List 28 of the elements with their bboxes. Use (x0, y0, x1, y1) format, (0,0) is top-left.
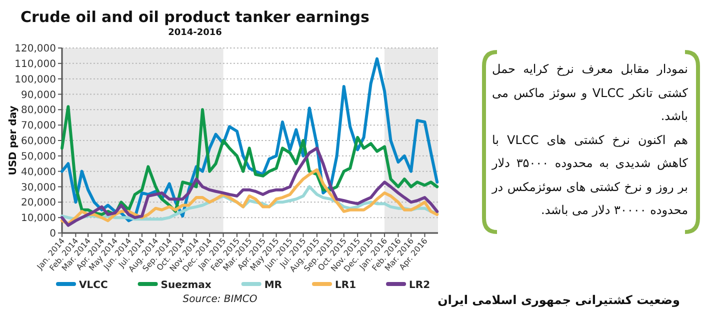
y-tick-label: 40,000 (21, 166, 56, 178)
source-note: Source: BIMCO (182, 294, 258, 305)
y-tick-label: 70,000 (21, 120, 56, 132)
legend-label: MR (264, 280, 282, 291)
text: نمودار مقابل معرف نرخ کرایه حمل کشتی تانکر VLCC و سوئز ماکس می باشد. (492, 61, 688, 125)
y-tick-label: 110,000 (14, 58, 56, 70)
legend-label: LR1 (335, 280, 356, 291)
chart-title: Crude oil and oil product tanker earnings (20, 8, 370, 26)
y-tick-label: 30,000 (21, 182, 56, 194)
chart-subtitle: 2014-2016 (168, 28, 222, 38)
legend-label: VLCC (79, 280, 108, 291)
legend-label: Suezmax (160, 280, 212, 291)
y-axis-title: USD per day (8, 105, 19, 176)
y-tick-label: 120,000 (14, 44, 56, 54)
y-tick-label: 0 (50, 228, 56, 240)
y-tick-label: 100,000 (14, 74, 56, 86)
y-tick-label: 10,000 (21, 213, 56, 224)
line-series (60, 146, 439, 227)
y-tick-label: 60,000 (21, 136, 56, 147)
y-tick-label: 50,000 (21, 151, 56, 162)
y-tick-label: 90,000 (21, 90, 56, 101)
line-series (60, 168, 439, 226)
line-series (60, 105, 439, 216)
y-tick-label: 20,000 (21, 198, 56, 209)
text: وضعیت کشتیرانی جمهوری اسلامی ایران (438, 293, 680, 307)
legend-label: LR2 (409, 280, 430, 291)
y-tick-label: 80,000 (21, 105, 56, 116)
text: هم اکنون نرخ کشتی های VLCC با کاهش شدیدی به محدوده ۳۵۰۰۰ دلار بر روز و نرخ کشتی های سوئزمکس در محدوده ۳۰۰۰۰ دلار می باشد. (492, 132, 688, 219)
